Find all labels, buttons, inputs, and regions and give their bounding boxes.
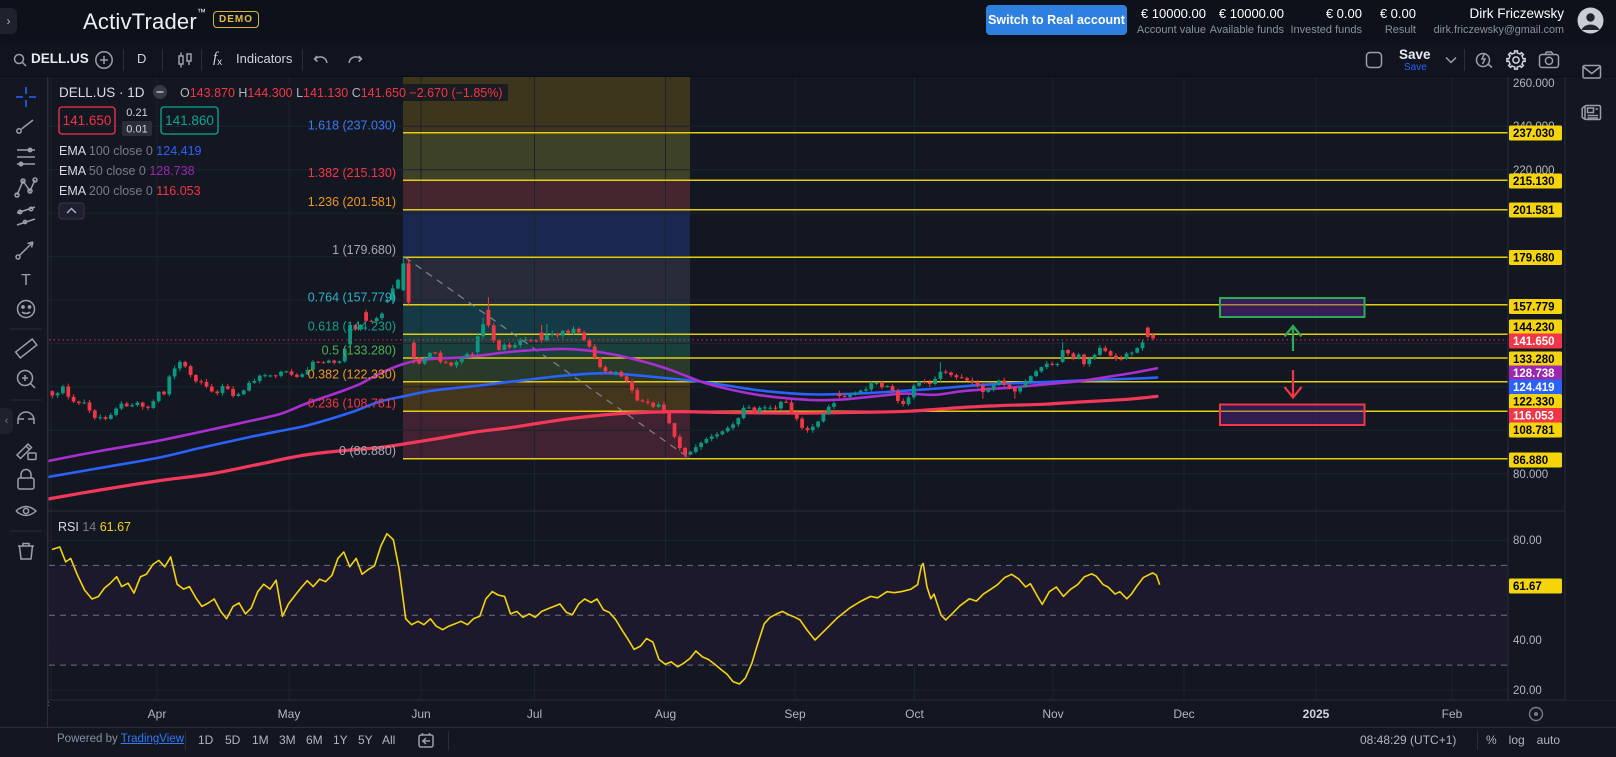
svg-text:215.130: 215.130 <box>1513 176 1555 188</box>
svg-text:0.01: 0.01 <box>126 124 147 136</box>
svg-text:237.030: 237.030 <box>1513 128 1555 140</box>
svg-text:0.618 (144.230): 0.618 (144.230) <box>308 320 396 334</box>
svg-text:1 (179.680): 1 (179.680) <box>332 243 396 257</box>
svg-text:141.860: 141.860 <box>165 113 214 128</box>
svg-text:‹: ‹ <box>46 698 50 710</box>
svg-text:Nov: Nov <box>1042 707 1063 721</box>
svg-text:80.000: 80.000 <box>1513 469 1548 481</box>
svg-text:86.880: 86.880 <box>1513 455 1548 467</box>
svg-text:Aug: Aug <box>655 707 676 721</box>
svg-text:0.764 (157.779): 0.764 (157.779) <box>308 290 396 304</box>
svg-text:201.581: 201.581 <box>1513 205 1555 217</box>
svg-text:116.053: 116.053 <box>1513 411 1554 423</box>
svg-text:0.236 (108.781): 0.236 (108.781) <box>308 397 396 411</box>
svg-text:40.00: 40.00 <box>1513 635 1542 647</box>
svg-text:260.000: 260.000 <box>1513 78 1555 90</box>
svg-text:Feb: Feb <box>1442 707 1463 721</box>
svg-text:Oct: Oct <box>905 707 924 721</box>
svg-text:20.00: 20.00 <box>1513 685 1542 697</box>
svg-text:128.738: 128.738 <box>1513 368 1555 380</box>
svg-text:1.618 (237.030): 1.618 (237.030) <box>308 118 396 132</box>
svg-text:141.650: 141.650 <box>63 113 112 128</box>
svg-text:144.230: 144.230 <box>1513 322 1555 334</box>
svg-text:EMA 50 close 0 128.738: EMA 50 close 0 128.738 <box>59 164 195 178</box>
svg-text:141.650: 141.650 <box>1513 336 1555 348</box>
svg-text:108.781: 108.781 <box>1513 425 1555 437</box>
svg-text:RSI 14 61.67: RSI 14 61.67 <box>58 520 131 534</box>
svg-text:0.21: 0.21 <box>126 107 147 119</box>
svg-text:1.382 (215.130): 1.382 (215.130) <box>308 166 396 180</box>
svg-text:0.382 (122.330): 0.382 (122.330) <box>308 367 396 381</box>
svg-text:124.419: 124.419 <box>1513 382 1555 394</box>
svg-text:61.67: 61.67 <box>1513 581 1542 593</box>
svg-text:EMA 100 close 0 124.419: EMA 100 close 0 124.419 <box>59 144 202 158</box>
svg-text:0.5 (133.280): 0.5 (133.280) <box>322 344 396 358</box>
svg-text:157.779: 157.779 <box>1513 302 1555 314</box>
svg-text:133.280: 133.280 <box>1513 354 1555 366</box>
svg-text:80.00: 80.00 <box>1513 535 1542 547</box>
svg-text:DELL.US · 1D: DELL.US · 1D <box>59 85 145 100</box>
svg-text:Sep: Sep <box>784 707 806 721</box>
svg-text:122.330: 122.330 <box>1513 397 1555 409</box>
svg-text:Jun: Jun <box>411 707 430 721</box>
svg-text:0 (86.880): 0 (86.880) <box>339 444 396 458</box>
svg-text:2025: 2025 <box>1303 707 1330 721</box>
svg-text:179.680: 179.680 <box>1513 253 1555 265</box>
svg-text:Jul: Jul <box>527 707 542 721</box>
svg-text:T: T <box>21 272 31 289</box>
svg-text:May: May <box>278 707 301 721</box>
svg-text:O143.870 H144.300 L141.130: O143.870 H144.300 L141.130 C141.650 −2.6… <box>180 86 503 100</box>
svg-text:Dec: Dec <box>1173 707 1194 721</box>
svg-text:EMA 200 close 0 116.053: EMA 200 close 0 116.053 <box>59 184 201 198</box>
svg-text:1.236 (201.581): 1.236 (201.581) <box>308 195 396 209</box>
svg-text:Apr: Apr <box>148 707 167 721</box>
